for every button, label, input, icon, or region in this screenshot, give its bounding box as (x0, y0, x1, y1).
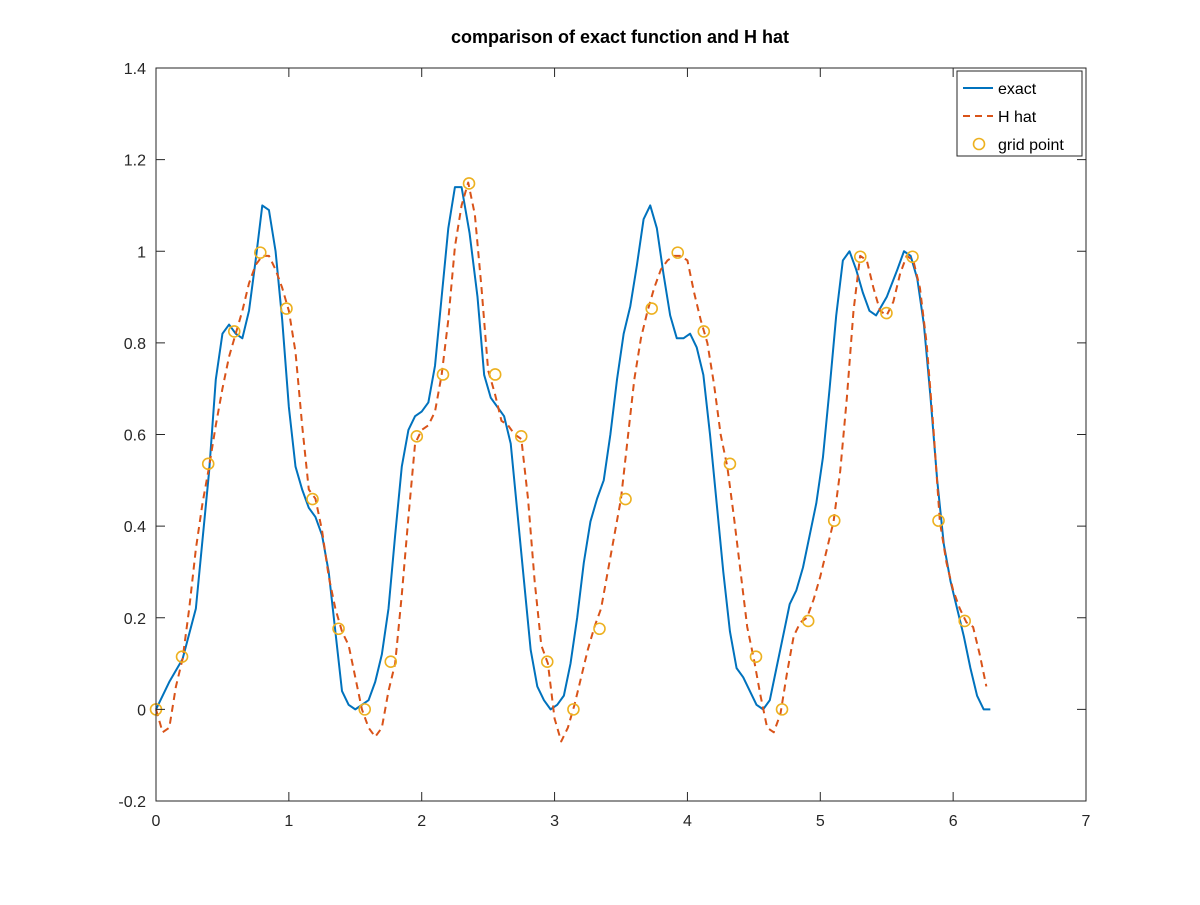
y-tick-label: 1 (137, 244, 146, 261)
grid-point-marker (462, 177, 476, 190)
y-tick-label: 0.4 (124, 519, 146, 536)
grid-point-marker (697, 325, 711, 338)
y-tick-label: 1.4 (124, 61, 146, 78)
grid-point-marker (645, 302, 658, 315)
grid-point-marker (514, 430, 528, 443)
grid-point-marker (723, 457, 737, 471)
x-tick-label: 3 (550, 813, 559, 830)
grid-point-marker (436, 368, 450, 381)
grid-point-marker (749, 650, 763, 663)
grid-point-marker (540, 655, 554, 669)
y-tick-label: 0.6 (124, 428, 146, 445)
grid-point-marker (775, 703, 789, 716)
grid-point-marker (958, 614, 972, 628)
grid-point-marker (253, 246, 267, 259)
grid-point-marker (358, 703, 372, 716)
grid-point-marker (227, 325, 241, 338)
grid-point-marker (853, 250, 867, 264)
legend-box (956, 70, 1083, 157)
grid-point-marker (593, 622, 606, 636)
grid-point-marker (306, 492, 319, 506)
x-tick-label: 0 (152, 813, 161, 830)
series-grid-point (149, 177, 972, 716)
grid-point-marker (201, 457, 215, 471)
grid-point-marker (410, 430, 424, 443)
y-tick-label: 0.2 (124, 611, 146, 628)
y-tick-label: 1.2 (124, 153, 146, 170)
grid-point-marker (880, 306, 893, 320)
grid-point-marker (932, 514, 945, 527)
y-tick-label: -0.2 (118, 794, 146, 811)
axes-layer: 0 1 2 3 4 5 6 7 -0.2 0 0.2 0.4 0.6 0.8 1 1.2 1.4 (118, 61, 1090, 830)
grid-point-marker (619, 492, 632, 506)
x-tick-label: 4 (683, 813, 692, 830)
grid-point-marker (175, 650, 189, 663)
grid-point-marker (384, 655, 398, 669)
chart-title: comparison of exact function and H hat (451, 27, 789, 47)
x-tick-label: 7 (1082, 813, 1091, 830)
legend-label-h-hat: H hat (998, 109, 1037, 126)
series-exact-line (155, 186, 991, 711)
grid-point-marker (827, 514, 841, 527)
legend-swatch-grid-point (972, 137, 986, 151)
x-tick-label: 2 (417, 813, 426, 830)
x-tick-label: 5 (816, 813, 825, 830)
legend-label-grid-point: grid point (998, 137, 1064, 154)
series-h-hat-line (155, 181, 988, 743)
grid-point-marker (801, 614, 815, 628)
y-tick-label: 0.8 (124, 336, 146, 353)
grid-point-marker (906, 250, 919, 264)
x-tick-label: 1 (284, 813, 293, 830)
grid-point-marker (280, 302, 293, 315)
series-layer (149, 177, 991, 743)
grid-point-marker (332, 622, 345, 636)
x-tick-label: 6 (949, 813, 958, 830)
plot-area (156, 68, 1086, 801)
grid-point-marker (671, 246, 685, 259)
legend-label-exact: exact (998, 81, 1037, 98)
grid-point-marker (488, 368, 502, 381)
legend: exact H hat grid point (956, 70, 1083, 157)
grid-point-marker (567, 703, 580, 716)
y-tick-label: 0 (137, 702, 146, 719)
plot-frame (155, 67, 1087, 802)
